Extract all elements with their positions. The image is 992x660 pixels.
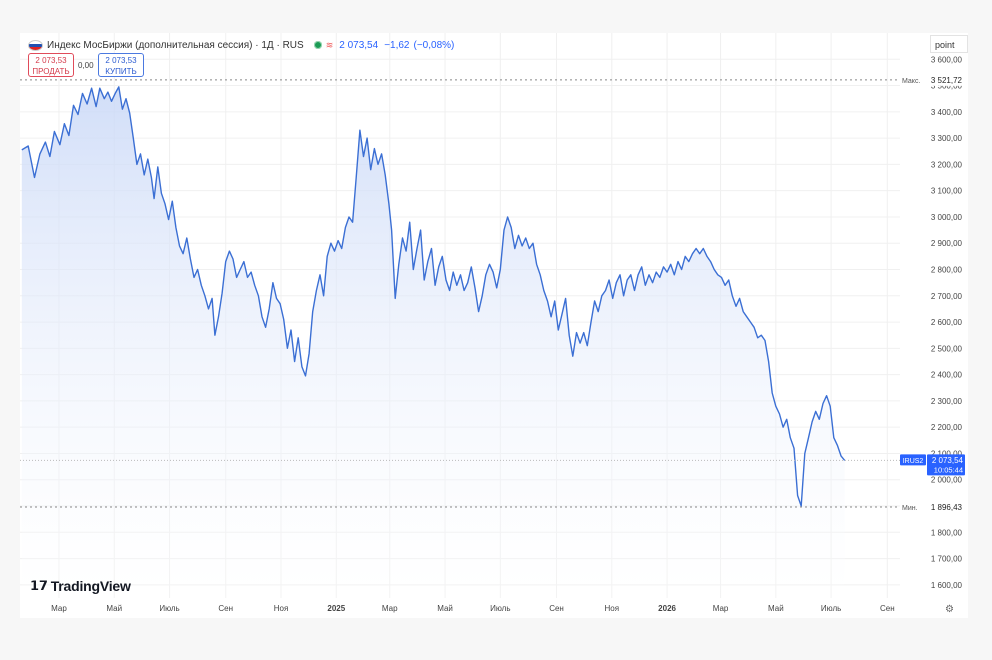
y-axis: 1 600,001 700,001 800,001 900,002 000,00… [931, 55, 963, 590]
y-tick-label: 3 200,00 [931, 160, 963, 169]
x-tick-label: 2026 [658, 604, 676, 613]
y-tick-label: 3 400,00 [931, 108, 963, 117]
last-price: 2 073,54 [339, 39, 379, 51]
session-wave-icon: ≋ [325, 39, 334, 50]
x-tick-label: Май [768, 604, 784, 613]
price-chart[interactable]: 1 600,001 700,001 800,001 900,002 000,00… [20, 33, 968, 618]
buy-price: 2 073,53 [105, 56, 137, 65]
buy-button[interactable]: 2 073,53 КУПИТЬ [98, 53, 144, 77]
level-label-value: 1 896,43 [931, 503, 963, 512]
x-tick-label: Ноя [274, 604, 289, 613]
y-tick-label: 3 500,00 [931, 82, 963, 91]
x-tick-label: Сен [218, 604, 233, 613]
y-tick-label: 1 800,00 [931, 528, 963, 537]
y-tick-label: 2 400,00 [931, 371, 963, 380]
y-tick-label: 1 700,00 [931, 555, 963, 564]
tradingview-mark-icon: 𝟭𝟳 [30, 578, 48, 593]
y-tick-label: 2 200,00 [931, 423, 963, 432]
market-status-icon [313, 41, 322, 49]
buy-label: КУПИТЬ [105, 67, 137, 76]
current-price-bg [927, 454, 965, 476]
y-tick-label: 3 000,00 [931, 213, 963, 222]
y-tick-label: 2 600,00 [931, 318, 963, 327]
x-tick-label: Май [437, 604, 453, 613]
spread-value: 0,00 [78, 61, 94, 70]
unit-selector[interactable]: point [930, 35, 968, 53]
price-labels: Макс. 3 521,72 Мин. 1 896,43 IRUS2 2 073,5410… [900, 73, 966, 513]
symbol-title: Индекс МосБиржи (дополнительная сессия) … [47, 39, 304, 51]
symbol-tag-bg [900, 454, 926, 466]
price-line [21, 86, 846, 507]
level-label-bg [900, 500, 966, 513]
y-tick-label: 2 800,00 [931, 266, 963, 275]
x-tick-label: Июль [159, 604, 179, 613]
series-line [21, 86, 846, 507]
sell-price: 2 073,53 [35, 56, 67, 65]
x-tick-label: Мар [51, 604, 67, 613]
level-label-name: Макс. [902, 78, 920, 85]
y-tick-label: 3 600,00 [931, 55, 963, 64]
max-level-label: Макс. 3 521,72 [900, 73, 966, 86]
sell-button[interactable]: 2 073,53 ПРОДАТЬ [28, 53, 74, 77]
x-tick-label: Июль [821, 604, 841, 613]
bar-countdown: 10:05:44 [934, 465, 963, 474]
y-tick-label: 2 000,00 [931, 476, 963, 485]
level-markers [20, 79, 925, 508]
x-tick-label: Ноя [605, 604, 620, 613]
symbol-legend[interactable]: Индекс МосБиржи (дополнительная сессия) … [28, 38, 454, 52]
x-tick-label: Май [106, 604, 122, 613]
x-tick-label: Сен [880, 604, 895, 613]
x-tick-label: Июль [490, 604, 510, 613]
settings-gear-icon[interactable]: ⚙ [945, 604, 954, 615]
area-fill [21, 86, 845, 599]
x-tick-label: Мар [382, 604, 398, 613]
logo-text: TradingView [50, 578, 131, 594]
x-tick-label: 2025 [327, 604, 345, 613]
area-path [21, 86, 845, 599]
x-tick-label: Сен [549, 604, 564, 613]
level-label-name: Мин. [902, 505, 918, 512]
y-tick-label: 3 100,00 [931, 187, 963, 196]
y-tick-label: 2 500,00 [931, 344, 963, 353]
y-tick-label: 1 600,00 [931, 581, 963, 590]
x-tick-label: Мар [713, 604, 729, 613]
y-tick-label: 2 100,00 [931, 449, 963, 458]
min-level-label: Мин. 1 896,43 [900, 500, 966, 513]
sell-label: ПРОДАТЬ [32, 67, 70, 76]
symbol-tag: IRUS2 [903, 458, 924, 465]
price-change: −1,62 [384, 39, 410, 51]
y-tick-label: 2 300,00 [931, 397, 963, 406]
chart-frame: 1 600,001 700,001 800,001 900,002 000,00… [20, 33, 968, 618]
level-label-bg [900, 73, 966, 86]
x-axis: Мар Май Июль Сен Ноя 2025 Мар Май Июль Сен Ноя 2026… [51, 604, 894, 613]
current-price-value: 2 073,54 [932, 456, 964, 465]
level-label-value: 3 521,72 [931, 76, 963, 85]
price-change-percent: (−0,08%) [413, 39, 455, 51]
y-tick-label: 2 700,00 [931, 292, 963, 301]
y-tick-label: 2 900,00 [931, 239, 963, 248]
tradingview-logo[interactable]: 𝟭𝟳 TradingView [30, 578, 131, 594]
russia-flag-icon [28, 39, 43, 51]
y-tick-label: 3 300,00 [931, 134, 963, 143]
